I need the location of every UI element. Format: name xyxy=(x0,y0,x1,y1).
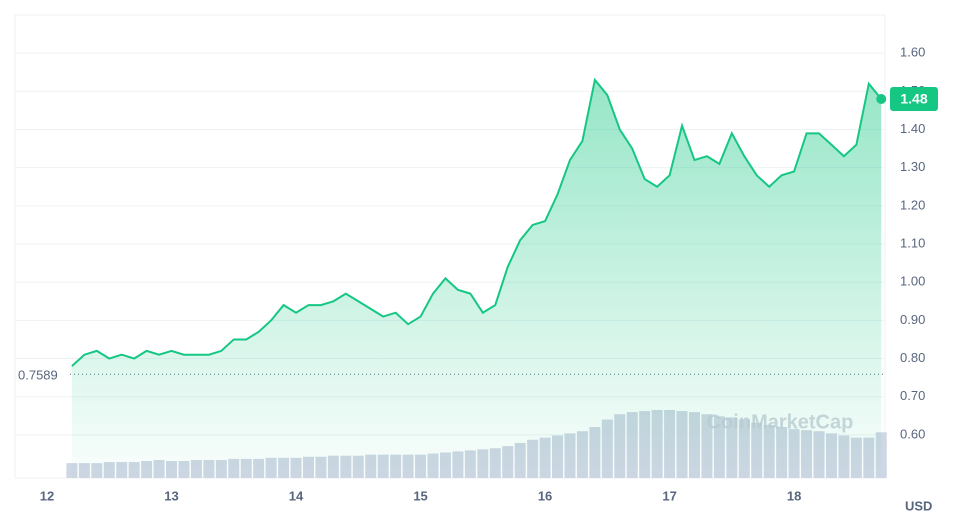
price-line xyxy=(71,77,883,367)
x-tick-label: 14 xyxy=(289,488,304,503)
x-tick-label: 17 xyxy=(662,488,676,503)
last-point xyxy=(876,93,887,104)
open-price-label: 0.7589 xyxy=(18,368,58,383)
y-tick-label: 0.80 xyxy=(900,350,925,365)
x-tick-label: 16 xyxy=(538,488,552,503)
x-tick-label: 18 xyxy=(787,488,801,503)
price-badge xyxy=(890,86,938,111)
y-tick-label: 1.20 xyxy=(900,197,925,212)
y-tick-label: 1.40 xyxy=(900,121,925,136)
y-tick-label: 0.90 xyxy=(900,312,925,327)
y-tick-label: 1.60 xyxy=(900,45,925,60)
y-tick-label: 0.60 xyxy=(900,426,925,441)
y-tick-label: 0.70 xyxy=(900,388,925,403)
y-tick-label: 1.30 xyxy=(900,159,925,174)
y-tick-label: 1.10 xyxy=(900,235,925,250)
price-badge-label: 1.48 xyxy=(900,91,927,107)
price-area xyxy=(71,79,882,478)
x-tick-label: 15 xyxy=(413,488,427,503)
y-tick-label: 1.00 xyxy=(900,274,925,289)
currency-label: USD xyxy=(905,498,932,513)
x-tick-label: 12 xyxy=(40,488,54,503)
x-tick-label: 13 xyxy=(164,488,178,503)
